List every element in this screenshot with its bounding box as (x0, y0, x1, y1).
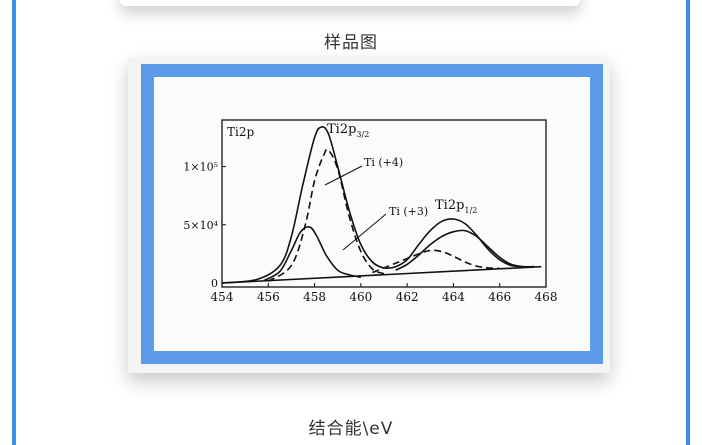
solid-curve (221, 126, 535, 284)
image-frame-inner (154, 77, 590, 351)
x-tick-label: 466 (488, 290, 511, 304)
x-axis-ticks: 454 456 458 460 462 464 466 468 (211, 283, 558, 304)
dashed-curve (267, 148, 385, 282)
plot-frame (221, 119, 547, 288)
annotation-ti3: Ti (+3) (389, 205, 428, 218)
solid-curve (221, 265, 542, 284)
leader-ti3 (342, 213, 387, 251)
solid-curve (263, 226, 362, 282)
y-tick-label: 1×10⁵ (183, 161, 218, 174)
annotation-ti4: Ti (+4) (364, 156, 403, 169)
y-axis-ticks: 0 5×10⁴ 1×10⁵ (183, 161, 226, 290)
y-tick-label: 5×10⁴ (183, 219, 218, 232)
left-accent-bar (12, 0, 16, 445)
previous-image-card (120, 0, 580, 6)
annotation-ti2p32: Ti2p3/2 (327, 122, 369, 139)
panel-label: Ti2p (227, 125, 254, 139)
x-axis-caption: 结合能\eV (308, 419, 394, 439)
dashed-curve (372, 249, 500, 274)
right-accent-bar (686, 0, 690, 445)
x-tick-label: 456 (257, 290, 280, 304)
leader-ti4 (324, 165, 363, 186)
x-tick-label: 462 (396, 290, 419, 304)
curves (221, 126, 542, 284)
x-tick-label: 458 (303, 290, 326, 304)
sample-caption: 样品图 (324, 33, 378, 53)
x-tick-label: 460 (349, 290, 372, 304)
annotation-ti2p12: Ti2p1/2 (435, 198, 477, 215)
x-tick-label: 468 (535, 290, 558, 304)
x-tick-label: 454 (211, 290, 234, 304)
y-tick-label: 0 (211, 277, 218, 290)
solid-curve (395, 229, 535, 271)
x-tick-label: 464 (442, 290, 465, 304)
